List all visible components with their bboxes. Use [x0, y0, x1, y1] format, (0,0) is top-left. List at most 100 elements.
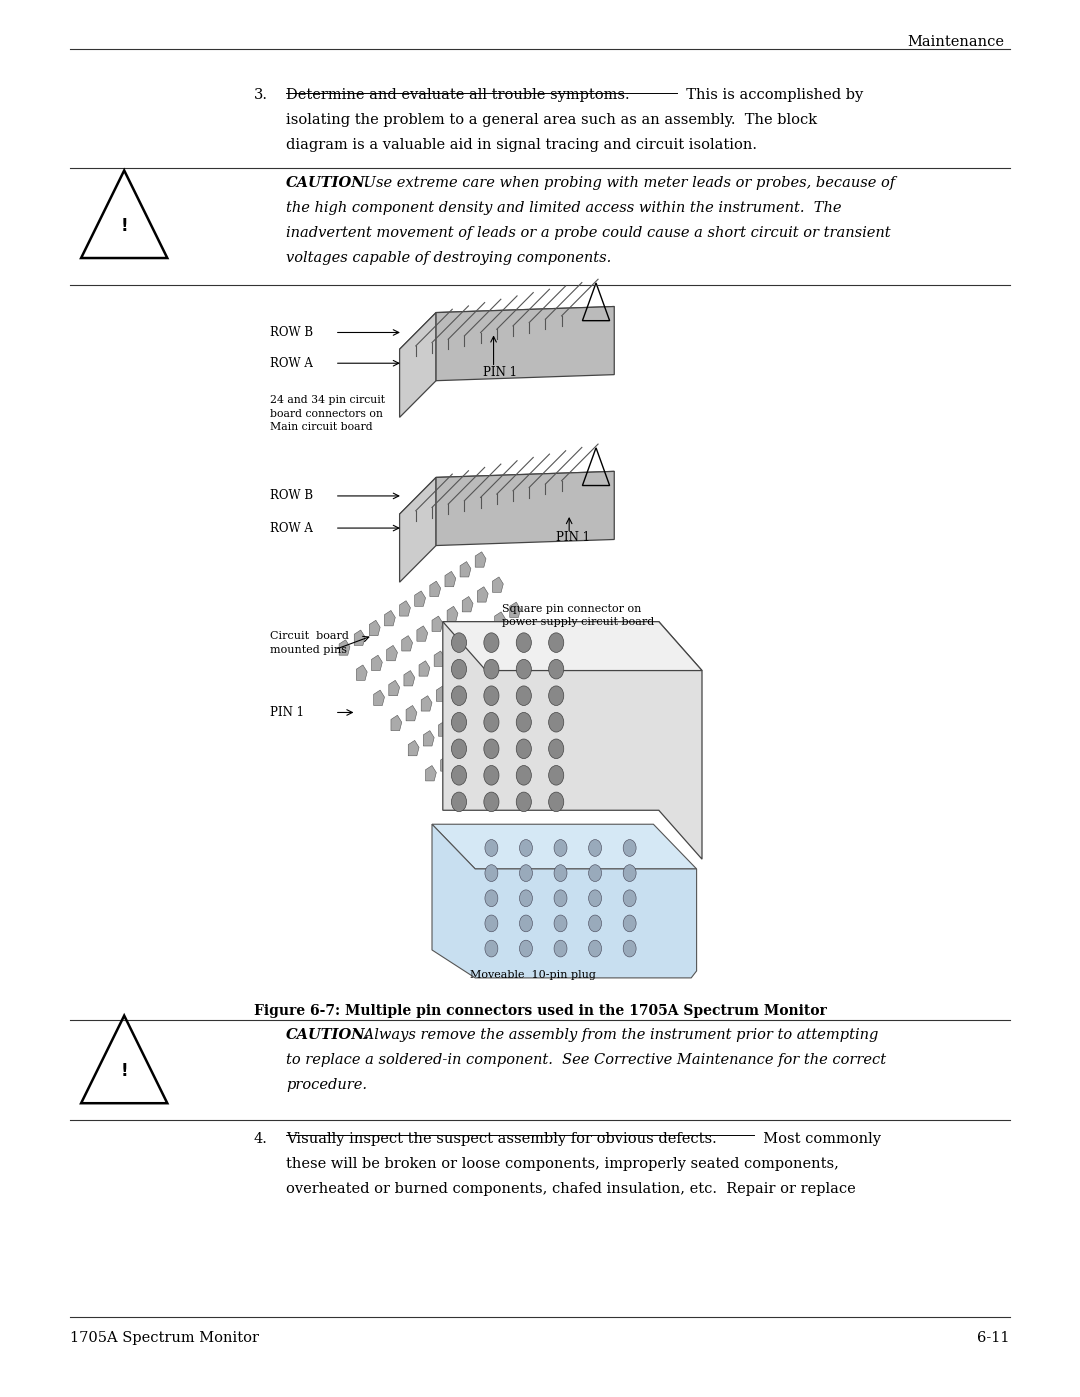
Text: Visually inspect the suspect assembly for obvious defects.: Visually inspect the suspect assembly fo…	[286, 1132, 717, 1146]
Text: CAUTION.: CAUTION.	[286, 1028, 370, 1042]
Circle shape	[485, 915, 498, 932]
Text: PIN 1: PIN 1	[483, 366, 516, 380]
Text: PIN 1: PIN 1	[270, 705, 303, 719]
Polygon shape	[400, 471, 615, 514]
Polygon shape	[460, 562, 471, 577]
Polygon shape	[501, 717, 512, 732]
Text: !: !	[120, 1062, 129, 1080]
Circle shape	[451, 739, 467, 759]
Polygon shape	[354, 630, 365, 645]
Circle shape	[549, 766, 564, 785]
Polygon shape	[441, 756, 451, 771]
Circle shape	[549, 659, 564, 679]
Text: ROW A: ROW A	[270, 356, 313, 370]
Circle shape	[451, 659, 467, 679]
Text: inadvertent movement of leads or a probe could cause a short circuit or transien: inadvertent movement of leads or a probe…	[286, 226, 891, 240]
Polygon shape	[562, 678, 572, 693]
Text: ROW B: ROW B	[270, 489, 313, 503]
Polygon shape	[423, 731, 434, 746]
Text: voltages capable of destroying components.: voltages capable of destroying component…	[286, 251, 611, 265]
Polygon shape	[443, 622, 702, 859]
Circle shape	[516, 792, 531, 812]
Text: 24 and 34 pin circuit
board connectors on
Main circuit board: 24 and 34 pin circuit board connectors o…	[270, 395, 384, 432]
Polygon shape	[514, 672, 525, 687]
Circle shape	[554, 940, 567, 957]
Polygon shape	[406, 705, 417, 721]
Polygon shape	[469, 701, 480, 717]
Circle shape	[519, 865, 532, 882]
Circle shape	[549, 792, 564, 812]
Polygon shape	[372, 655, 382, 671]
Text: Always remove the assembly from the instrument prior to attempting: Always remove the assembly from the inst…	[359, 1028, 878, 1042]
Text: PIN 1: PIN 1	[556, 531, 590, 545]
Text: Maintenance: Maintenance	[907, 35, 1004, 49]
Polygon shape	[454, 711, 464, 726]
Text: overheated or burned components, chafed insulation, etc.  Repair or replace: overheated or burned components, chafed …	[286, 1182, 856, 1196]
Circle shape	[589, 840, 602, 856]
Polygon shape	[527, 627, 538, 643]
Text: ROW B: ROW B	[270, 326, 313, 339]
Circle shape	[451, 766, 467, 785]
Polygon shape	[387, 645, 397, 661]
Circle shape	[485, 890, 498, 907]
Circle shape	[484, 659, 499, 679]
Polygon shape	[339, 640, 350, 655]
Circle shape	[516, 712, 531, 732]
Polygon shape	[400, 601, 410, 616]
Circle shape	[484, 712, 499, 732]
Text: Determine and evaluate all trouble symptoms.: Determine and evaluate all trouble sympt…	[286, 88, 630, 102]
Circle shape	[549, 686, 564, 705]
Polygon shape	[495, 612, 505, 627]
Circle shape	[485, 940, 498, 957]
Circle shape	[519, 940, 532, 957]
Polygon shape	[436, 686, 447, 701]
Polygon shape	[400, 313, 436, 418]
Polygon shape	[467, 666, 477, 682]
Circle shape	[589, 890, 602, 907]
Text: Circuit  board
mounted pins: Circuit board mounted pins	[270, 631, 349, 655]
Polygon shape	[464, 631, 475, 647]
Text: Use extreme care when probing with meter leads or probes, because of: Use extreme care when probing with meter…	[359, 176, 894, 190]
Polygon shape	[415, 591, 426, 606]
Text: Most commonly: Most commonly	[754, 1132, 881, 1146]
Polygon shape	[477, 587, 488, 602]
Text: 4.: 4.	[254, 1132, 268, 1146]
Polygon shape	[451, 676, 462, 692]
Polygon shape	[408, 740, 419, 756]
Circle shape	[451, 686, 467, 705]
Circle shape	[549, 712, 564, 732]
Polygon shape	[516, 707, 527, 722]
Circle shape	[554, 840, 567, 856]
Circle shape	[589, 865, 602, 882]
Polygon shape	[447, 606, 458, 622]
Polygon shape	[497, 647, 508, 662]
Circle shape	[484, 633, 499, 652]
Text: 3.: 3.	[254, 88, 268, 102]
Polygon shape	[400, 306, 615, 349]
Polygon shape	[432, 616, 443, 631]
Circle shape	[519, 840, 532, 856]
Polygon shape	[484, 692, 495, 707]
Polygon shape	[438, 721, 449, 736]
Circle shape	[623, 890, 636, 907]
Polygon shape	[529, 662, 540, 678]
Circle shape	[623, 915, 636, 932]
Polygon shape	[436, 471, 615, 545]
Text: 1705A Spectrum Monitor: 1705A Spectrum Monitor	[70, 1331, 259, 1345]
Text: 6-11: 6-11	[977, 1331, 1010, 1345]
Circle shape	[589, 940, 602, 957]
Polygon shape	[434, 651, 445, 666]
Polygon shape	[480, 622, 490, 637]
Polygon shape	[456, 746, 467, 761]
Circle shape	[623, 940, 636, 957]
Circle shape	[516, 739, 531, 759]
Polygon shape	[475, 552, 486, 567]
Polygon shape	[436, 306, 615, 381]
Text: diagram is a valuable aid in signal tracing and circuit isolation.: diagram is a valuable aid in signal trac…	[286, 138, 757, 152]
Circle shape	[451, 712, 467, 732]
Text: to replace a soldered-in component.  See Corrective Maintenance for the correct: to replace a soldered-in component. See …	[286, 1053, 887, 1067]
Circle shape	[516, 659, 531, 679]
Text: !: !	[120, 217, 129, 235]
Polygon shape	[402, 636, 413, 651]
Polygon shape	[384, 610, 395, 626]
